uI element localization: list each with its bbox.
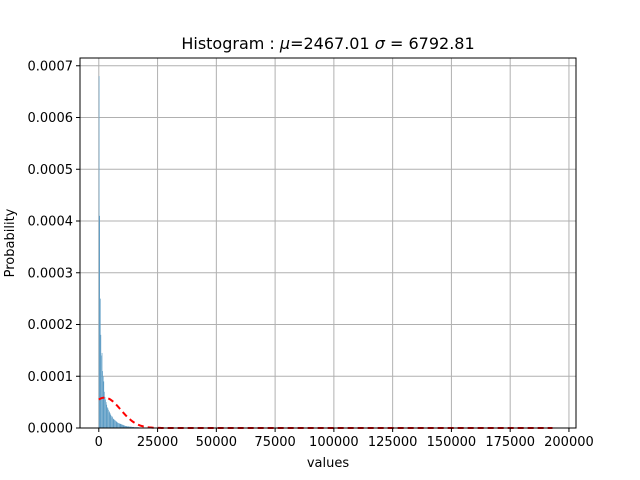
histogram-bar	[121, 424, 123, 428]
x-tick-label: 200000	[544, 435, 594, 450]
histogram-bar	[116, 421, 118, 428]
histogram-bar	[107, 408, 109, 428]
histogram-bar	[107, 407, 108, 428]
histogram-bar	[117, 422, 119, 428]
histogram-bar	[108, 412, 110, 428]
histogram-bar	[101, 355, 102, 428]
histogram-bar	[109, 413, 111, 428]
histogram-bar	[125, 426, 128, 428]
histogram-bar	[99, 298, 101, 428]
histogram-bar	[124, 425, 126, 428]
histogram-bar	[113, 419, 115, 428]
histogram-bar	[117, 422, 118, 428]
y-tick-label: 0.0000	[28, 422, 74, 437]
y-tick-label: 0.0004	[28, 215, 74, 230]
histogram-bar	[109, 411, 110, 428]
x-tick-label: 150000	[427, 435, 477, 450]
x-tick-label: 75000	[254, 435, 295, 450]
histogram-bar	[111, 417, 113, 428]
histogram-bar	[122, 424, 124, 428]
y-tick-label: 0.0006	[28, 111, 74, 126]
histogram-bar	[104, 391, 105, 428]
histogram-bar	[98, 76, 100, 429]
histogram-bar	[114, 419, 115, 428]
histogram-bar	[118, 423, 120, 428]
histogram-bar	[112, 418, 114, 428]
histogram-bar	[115, 420, 116, 428]
histogram-bar	[111, 416, 112, 428]
x-axis-ticks: 0 25000 50000 75000 100000 125000 150000 175000…	[95, 428, 594, 450]
y-tick-label: 0.0001	[28, 370, 74, 385]
histogram-bar	[119, 423, 120, 428]
y-axis-ticks: 0.0000 0.0001 0.0002 0.0003 0.0004 0.0005 0.00…	[28, 59, 80, 437]
plot-frame	[79, 57, 577, 429]
histogram-bar	[99, 215, 100, 428]
x-tick-label: 125000	[368, 435, 418, 450]
y-tick-label: 0.0005	[28, 163, 74, 178]
histogram-bar	[103, 381, 105, 428]
histogram-bar	[101, 352, 103, 428]
histogram-bar	[131, 426, 135, 428]
x-tick-label: 0	[95, 435, 103, 450]
histogram-bar	[102, 376, 104, 428]
histogram-bar	[104, 396, 106, 428]
y-tick-label: 0.0002	[28, 318, 74, 333]
histogram-bars	[98, 76, 144, 429]
histogram-bar	[108, 409, 109, 428]
x-tick-label: 100000	[309, 435, 359, 450]
y-axis-label: Probability	[3, 208, 18, 277]
histogram-bar	[127, 426, 130, 428]
x-tick-label: 175000	[485, 435, 535, 450]
x-tick-label: 50000	[196, 435, 237, 450]
histogram-bar	[106, 404, 108, 428]
x-axis-label: values	[307, 456, 350, 471]
histogram-bar	[110, 415, 112, 428]
x-tick-label: 25000	[137, 435, 178, 450]
histogram-bar	[105, 399, 106, 428]
y-tick-label: 0.0007	[28, 59, 74, 74]
chart-title: Histogram : μ=2467.01 σ = 6792.81	[181, 34, 474, 53]
histogram-bar	[114, 420, 116, 428]
histogram-bar	[100, 334, 102, 428]
y-tick-label: 0.0003	[28, 266, 74, 281]
histogram-bar	[105, 402, 107, 428]
histogram-bar	[118, 423, 119, 428]
histogram-bar	[102, 371, 103, 428]
grid-lines	[80, 58, 576, 429]
histogram-bar	[123, 425, 125, 428]
histogram-bar	[119, 423, 122, 428]
histogram-bar	[115, 421, 117, 428]
histogram-bar	[129, 426, 132, 428]
histogram-bar	[112, 416, 113, 428]
